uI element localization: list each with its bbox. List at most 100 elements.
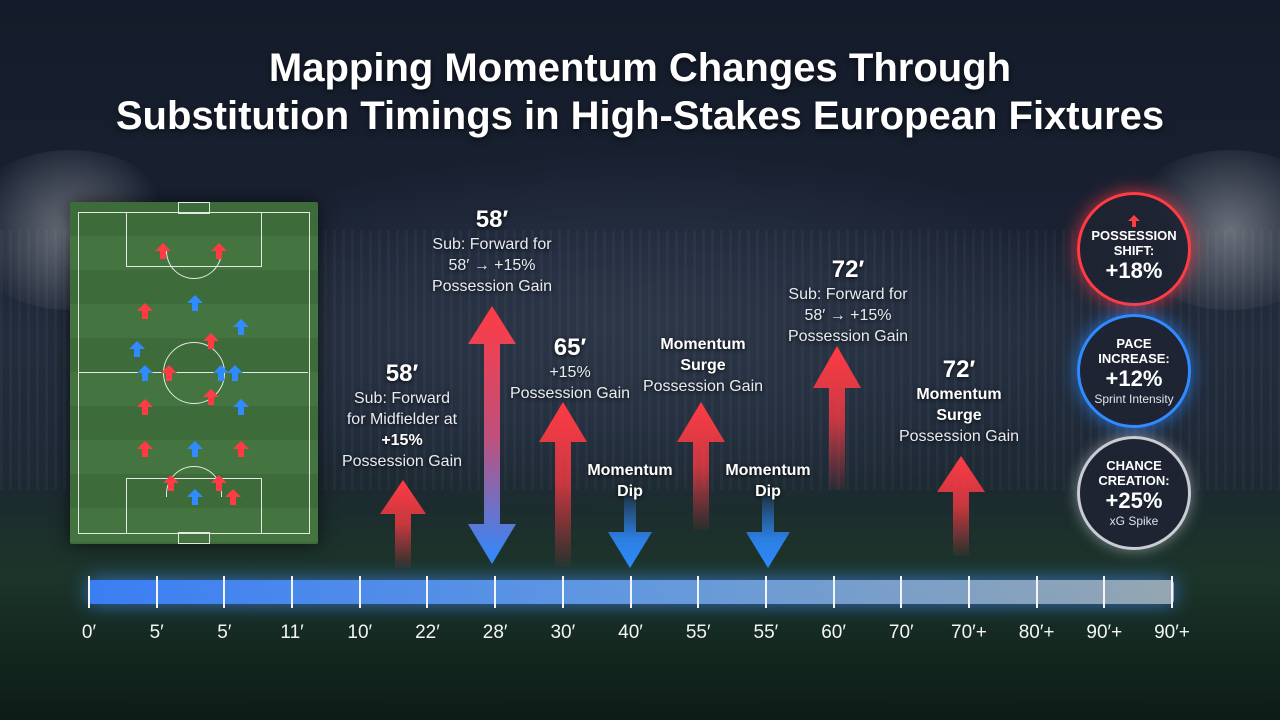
timeline-tick — [88, 576, 90, 608]
blue-player-arrow-icon — [233, 399, 249, 415]
dip-arrow-40 — [608, 494, 652, 568]
annotation-heading: Surge — [936, 407, 982, 424]
timeline-label: 55′ — [753, 622, 779, 643]
annotation-heading: Momentum — [916, 386, 1002, 403]
red-player-arrow-icon — [137, 303, 153, 319]
badge-value: +25% — [1105, 487, 1163, 513]
gain-arrow-30 — [539, 402, 587, 566]
red-player-arrow-icon — [155, 243, 171, 259]
annotation-surge-70: 72′ Momentum Surge Possession Gain — [884, 356, 1034, 447]
annotation-line: Sub: Forward for — [788, 286, 908, 303]
annotation-sub-22: 58′ Sub: Forward for Midfielder at +15% … — [320, 360, 484, 472]
timeline-tick — [1103, 576, 1106, 608]
possession-shift-badge: POSSESSION SHIFT: +18% — [1077, 192, 1191, 306]
annotation-time: 72′ — [942, 356, 976, 383]
timeline-tick — [967, 576, 970, 608]
up-arrow-icon — [1128, 215, 1140, 227]
chance-creation-badge: CHANCE CREATION: +25% xG Spike — [1077, 436, 1191, 550]
gain-arrow-55 — [677, 402, 725, 530]
gain-arrow-22 — [380, 480, 426, 568]
annotation-heading: Dip — [617, 483, 643, 500]
timeline-label: 70′ — [888, 622, 914, 643]
timeline-label: 28′ — [482, 622, 508, 643]
timeline-label: 40′ — [618, 622, 643, 643]
timeline-label: 0′ — [81, 622, 97, 643]
pitch-diagram — [70, 202, 318, 544]
pitch-outline — [78, 212, 310, 534]
badge-value: +12% — [1105, 365, 1163, 391]
badge-value: +18% — [1105, 258, 1163, 283]
red-player-arrow-icon — [225, 489, 241, 505]
red-player-arrow-icon — [211, 475, 227, 491]
annotation-heading: Momentum — [660, 336, 746, 353]
badge-label: POSSESSION — [1091, 228, 1177, 243]
annotation-heading: Momentum — [587, 462, 673, 479]
timeline-tick — [291, 576, 294, 608]
page-title: Mapping Momentum Changes Through Substit… — [0, 44, 1280, 140]
blue-player-arrow-icon — [187, 441, 203, 457]
red-player-arrow-icon — [203, 389, 219, 405]
timeline-label: 5′ — [217, 622, 232, 643]
dip-arrow-55b — [746, 494, 790, 568]
red-player-arrow-icon — [233, 441, 249, 457]
red-player-arrow-icon — [161, 365, 177, 381]
timeline-label: 22′ — [415, 622, 440, 643]
timeline-label: 10′ — [347, 622, 373, 643]
title-line-1: Mapping Momentum Changes Through — [268, 46, 1012, 90]
annotation-time: 58′ — [475, 206, 509, 233]
badge-sub: Sprint Intensity — [1094, 391, 1174, 406]
badge-label: INCREASE: — [1098, 350, 1170, 366]
timeline-tick — [494, 576, 497, 608]
annotation-line: Possession Gain — [787, 328, 909, 345]
red-player-arrow-icon — [203, 333, 219, 349]
annotation-gain-30: 65′ +15% Possession Gain — [500, 334, 640, 404]
timeline-label: 60′ — [821, 622, 846, 643]
badge-label: CHANCE — [1106, 457, 1162, 473]
annotation-line: Sub: Forward — [353, 390, 451, 407]
blue-player-arrow-icon — [137, 365, 153, 381]
red-player-arrow-icon — [211, 243, 227, 259]
annotation-line: 58′ → +15% — [448, 257, 536, 274]
annotation-line: Possession Gain — [898, 428, 1020, 445]
annotation-heading: Momentum — [725, 462, 811, 479]
timeline-tick — [764, 576, 767, 608]
timeline-label: 55′ — [685, 622, 711, 643]
timeline-tick — [629, 576, 632, 608]
annotation-line: Possession Gain — [431, 278, 553, 295]
timeline-tick — [832, 576, 835, 608]
timeline-tick — [900, 576, 903, 608]
timeline-label: 30′ — [550, 622, 576, 643]
top-goal-box — [178, 202, 210, 214]
annotation-sub-28: 58′ Sub: Forward for 58′ → +15% Possessi… — [402, 206, 582, 297]
timeline-label: 70′+ — [951, 622, 987, 643]
timeline-label: 5′ — [149, 622, 164, 643]
timeline-label: 80′+ — [1018, 622, 1055, 643]
annotation-line: +15% — [549, 364, 591, 381]
annotation-line: Sub: Forward for — [432, 236, 552, 253]
annotation-heading: Dip — [755, 483, 781, 500]
annotation-surge-55: Momentum Surge Possession Gain — [630, 334, 776, 397]
timeline-tick — [561, 576, 564, 608]
red-player-arrow-icon — [163, 475, 179, 491]
badge-label: SHIFT: — [1113, 243, 1155, 258]
annotation-dip-55: Momentum Dip — [713, 460, 823, 502]
annotation-line: 58′ → +15% — [804, 307, 892, 324]
badge-label: CREATION: — [1098, 472, 1170, 488]
blue-player-arrow-icon — [187, 295, 203, 311]
annotation-line: for Midfielder at — [346, 411, 458, 428]
timeline-tick — [155, 576, 158, 608]
timeline-label: 11′ — [280, 622, 304, 643]
gain-arrow-60 — [813, 346, 861, 490]
gain-arrow-70 — [937, 456, 985, 556]
annotation-line: Possession Gain — [341, 453, 463, 470]
timeline-label: 90′+ — [1086, 622, 1123, 643]
annotation-line: +15% — [381, 432, 423, 449]
annotation-time: 65′ — [553, 334, 587, 361]
annotation-dip-40: Momentum Dip — [575, 460, 685, 502]
timeline-tick — [358, 576, 361, 608]
badge-sub: xG Spike — [1109, 513, 1159, 528]
timeline-tick — [1171, 576, 1173, 608]
timeline-tick — [223, 576, 226, 608]
double-arrow-28 — [468, 306, 516, 564]
